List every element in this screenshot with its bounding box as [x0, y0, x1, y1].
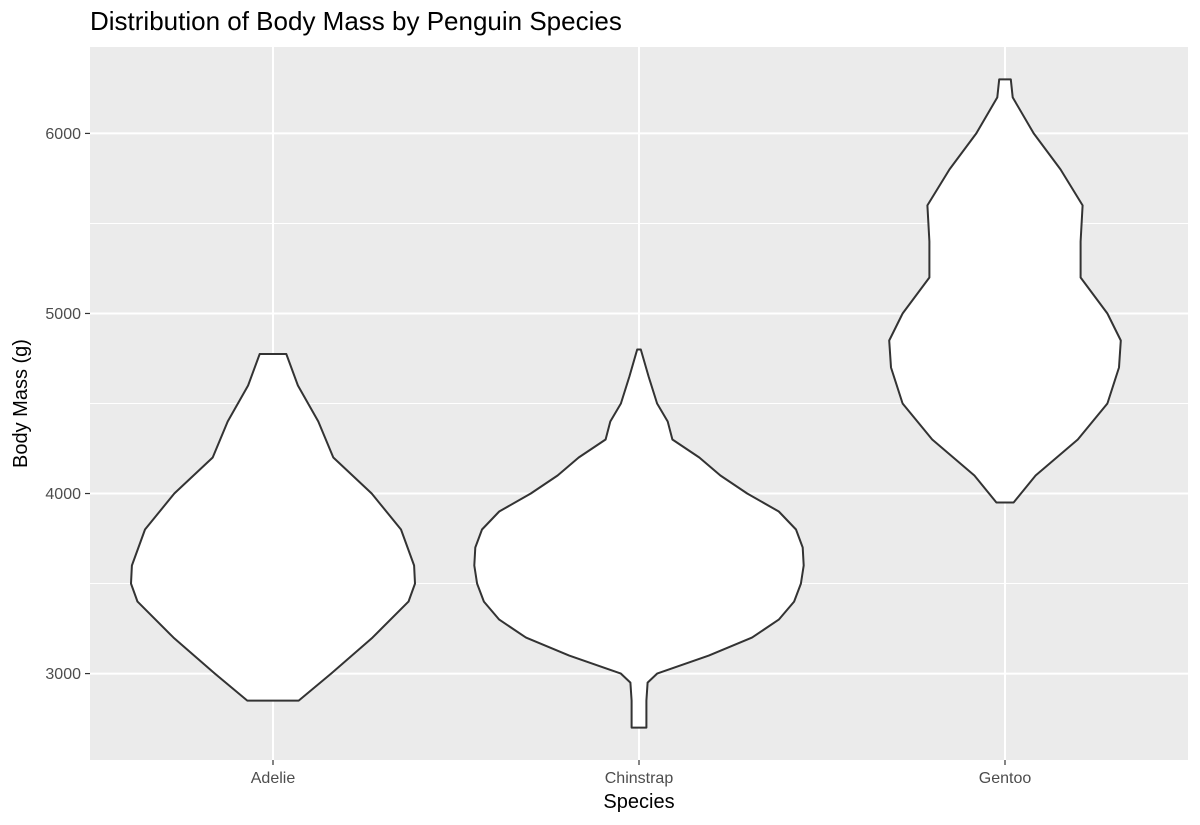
axes: 3000 4000 5000 6000 Adelie Chinstrap Gentoo: [45, 126, 1031, 787]
violin-chinstrap: [473, 348, 805, 729]
violin-gentoo: [888, 78, 1122, 504]
y-tick-label: 6000: [45, 126, 81, 143]
violin-adelie: [130, 353, 416, 702]
chart-title: Distribution of Body Mass by Penguin Spe…: [90, 6, 622, 36]
y-axis-title: Body Mass (g): [10, 339, 32, 468]
violins: [130, 78, 1122, 729]
x-tick-label: Gentoo: [979, 770, 1032, 787]
x-tick-label: Adelie: [251, 770, 296, 787]
x-tick-label: Chinstrap: [605, 770, 674, 787]
x-axis-title: Species: [603, 791, 674, 813]
y-tick-label: 5000: [45, 306, 81, 323]
y-tick-label: 3000: [45, 666, 81, 683]
y-tick-label: 4000: [45, 486, 81, 503]
